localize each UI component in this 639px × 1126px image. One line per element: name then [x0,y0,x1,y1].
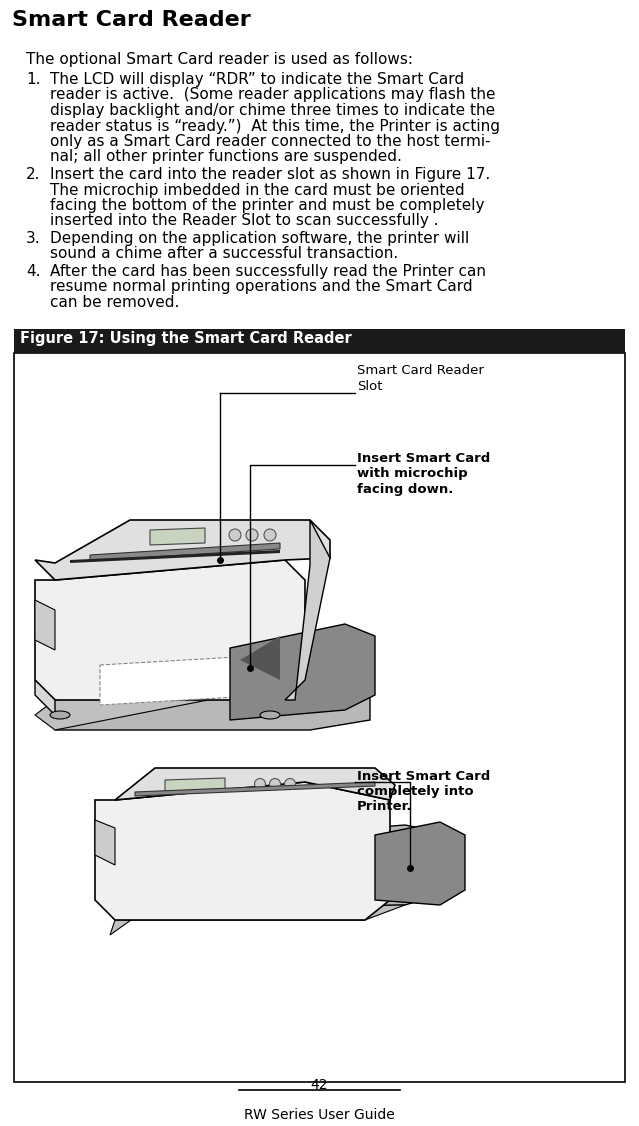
Circle shape [254,778,265,789]
Text: nal; all other printer functions are suspended.: nal; all other printer functions are sus… [50,150,402,164]
Polygon shape [375,822,465,905]
Polygon shape [110,905,405,935]
Polygon shape [35,520,330,580]
Text: inserted into the Reader Slot to scan successfully .: inserted into the Reader Slot to scan su… [50,214,438,229]
Circle shape [270,778,281,789]
Text: Figure 17: Using the Smart Card Reader: Figure 17: Using the Smart Card Reader [20,331,351,346]
Polygon shape [70,549,280,563]
Text: The LCD will display “RDR” to indicate the Smart Card: The LCD will display “RDR” to indicate t… [50,72,464,87]
Text: The optional Smart Card reader is used as follows:: The optional Smart Card reader is used a… [26,52,413,68]
Polygon shape [145,825,455,910]
Polygon shape [35,560,305,700]
Circle shape [229,529,241,540]
Polygon shape [240,636,280,680]
Text: After the card has been successfully read the Printer can: After the card has been successfully rea… [50,263,486,279]
Circle shape [264,529,276,540]
Text: 3.: 3. [26,231,41,245]
Polygon shape [90,543,280,561]
Text: facing the bottom of the printer and must be completely: facing the bottom of the printer and mus… [50,198,484,213]
Text: 1.: 1. [26,72,40,87]
Polygon shape [55,640,370,730]
Polygon shape [100,655,270,705]
Text: reader status is “ready.”)  At this time, the Printer is acting: reader status is “ready.”) At this time,… [50,118,500,134]
Polygon shape [35,600,55,650]
Ellipse shape [50,711,70,720]
Circle shape [284,778,295,789]
Text: 4.: 4. [26,263,40,279]
Text: can be removed.: can be removed. [50,295,180,310]
Text: 2.: 2. [26,167,40,182]
Polygon shape [95,781,390,920]
Text: sound a chime after a successful transaction.: sound a chime after a successful transac… [50,247,398,261]
Text: Depending on the application software, the printer will: Depending on the application software, t… [50,231,469,245]
Polygon shape [285,520,330,700]
Text: The microchip imbedded in the card must be oriented: The microchip imbedded in the card must … [50,182,465,197]
Text: only as a Smart Card reader connected to the host termi-: only as a Smart Card reader connected to… [50,134,491,149]
Text: 42: 42 [311,1078,328,1092]
Polygon shape [95,820,115,865]
Text: reader is active.  (Some reader applications may flash the: reader is active. (Some reader applicati… [50,88,495,102]
Bar [14,352,625,1082]
Polygon shape [35,680,310,730]
Text: Insert Smart Card
completely into
Printer.: Insert Smart Card completely into Printe… [357,770,490,813]
Polygon shape [35,680,55,715]
Polygon shape [230,624,375,720]
Ellipse shape [260,711,280,720]
Circle shape [246,529,258,540]
Text: Smart Card Reader: Smart Card Reader [12,10,250,30]
Text: resume normal printing operations and the Smart Card: resume normal printing operations and th… [50,279,473,295]
Text: Smart Card Reader
Slot: Smart Card Reader Slot [357,365,484,393]
Polygon shape [165,778,225,792]
Text: RW Series User Guide: RW Series User Guide [243,1108,394,1121]
Polygon shape [115,768,395,799]
Text: Insert Smart Card
with microchip
facing down.: Insert Smart Card with microchip facing … [357,453,490,495]
Polygon shape [135,781,375,796]
Polygon shape [150,528,205,545]
Bar [14,329,625,352]
Text: display backlight and/or chime three times to indicate the: display backlight and/or chime three tim… [50,102,495,118]
Text: Insert the card into the reader slot as shown in Figure 17.: Insert the card into the reader slot as … [50,167,490,182]
